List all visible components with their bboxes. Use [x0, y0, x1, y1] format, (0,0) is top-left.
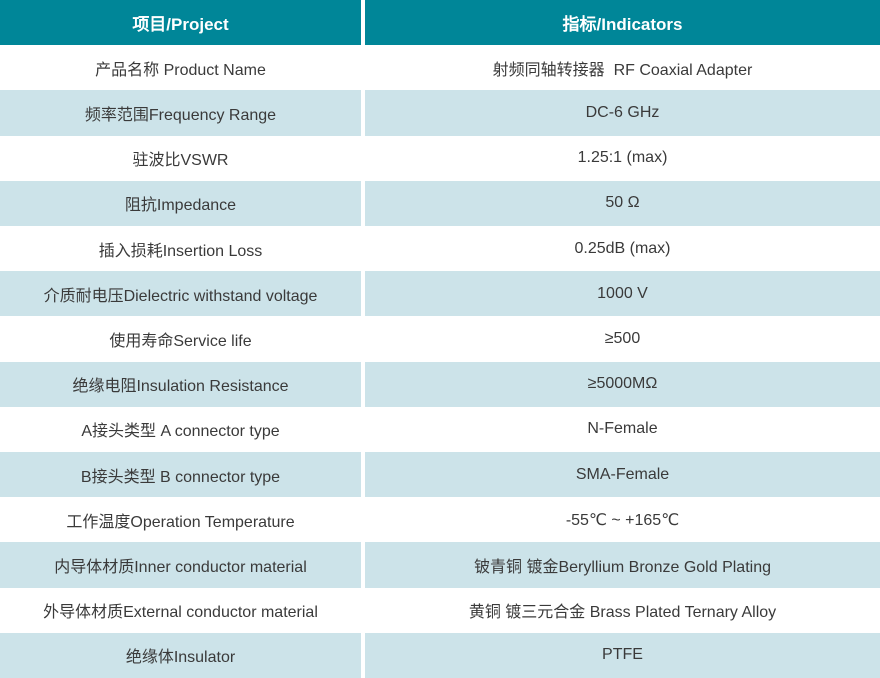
indicator-cell: 1.25:1 (max)	[365, 135, 880, 181]
table-row-vswr: 驻波比VSWR 1.25:1 (max)	[0, 135, 880, 181]
indicator-cell: DC-6 GHz	[365, 90, 880, 136]
project-cell: 产品名称 Product Name	[0, 45, 361, 91]
project-cell: 使用寿命Service life	[0, 316, 361, 362]
header-cell-indicators: 指标/Indicators	[365, 0, 880, 46]
table-row-insulator: 绝缘体Insulator PTFE	[0, 632, 880, 678]
project-cell: 阻抗Impedance	[0, 180, 361, 227]
indicator-cell: PTFE	[365, 632, 880, 678]
indicator-cell: ≥5000MΩ	[365, 361, 880, 407]
project-cell: 插入损耗Insertion Loss	[0, 226, 361, 272]
project-cell: 驻波比VSWR	[0, 135, 361, 181]
table-row-insulation-resistance: 绝缘电阻Insulation Resistance ≥5000MΩ	[0, 361, 880, 407]
project-cell: B接头类型 B connector type	[0, 452, 361, 498]
indicator-cell: 0.25dB (max)	[365, 226, 880, 272]
indicator-cell: 铍青铜 镀金Beryllium Bronze Gold Plating	[365, 542, 880, 588]
table-row-inner-conductor-material: 内导体材质Inner conductor material 铍青铜 镀金Bery…	[0, 542, 880, 588]
indicator-cell: 1000 V	[365, 271, 880, 317]
table-row-frequency-range: 频率范围Frequency Range DC-6 GHz	[0, 90, 880, 136]
project-cell: 介质耐电压Dielectric withstand voltage	[0, 271, 361, 317]
table-row-a-connector-type: A接头类型 A connector type N-Female	[0, 406, 880, 453]
table-row-insertion-loss: 插入损耗Insertion Loss 0.25dB (max)	[0, 226, 880, 272]
indicator-cell: SMA-Female	[365, 452, 880, 498]
header-cell-project: 项目/Project	[0, 0, 361, 46]
indicator-cell: -55℃ ~ +165℃	[365, 497, 880, 543]
indicator-cell: 射频同轴转接器 RF Coaxial Adapter	[365, 45, 880, 91]
table-header-row: 项目/Project 指标/Indicators	[0, 0, 880, 46]
indicator-cell: 50 Ω	[365, 180, 880, 227]
table-row-dielectric-withstand-voltage: 介质耐电压Dielectric withstand voltage 1000 V	[0, 271, 880, 317]
table-row-impedance: 阻抗Impedance 50 Ω	[0, 180, 880, 227]
table-row-product-name: 产品名称 Product Name 射频同轴转接器 RF Coaxial Ada…	[0, 45, 880, 91]
table-row-external-conductor-material: 外导体材质External conductor material 黄铜 镀三元合…	[0, 587, 880, 633]
table-row-service-life: 使用寿命Service life ≥500	[0, 316, 880, 362]
project-cell: 外导体材质External conductor material	[0, 587, 361, 633]
project-cell: 工作温度Operation Temperature	[0, 497, 361, 543]
project-cell: 频率范围Frequency Range	[0, 90, 361, 136]
indicator-cell: N-Female	[365, 406, 880, 453]
table-row-b-connector-type: B接头类型 B connector type SMA-Female	[0, 452, 880, 498]
project-cell: 绝缘电阻Insulation Resistance	[0, 361, 361, 407]
table-row-operation-temperature: 工作温度Operation Temperature -55℃ ~ +165℃	[0, 497, 880, 543]
project-cell: A接头类型 A connector type	[0, 406, 361, 453]
project-cell: 绝缘体Insulator	[0, 632, 361, 678]
project-cell: 内导体材质Inner conductor material	[0, 542, 361, 588]
indicator-cell: 黄铜 镀三元合金 Brass Plated Ternary Alloy	[365, 587, 880, 633]
indicator-cell: ≥500	[365, 316, 880, 362]
